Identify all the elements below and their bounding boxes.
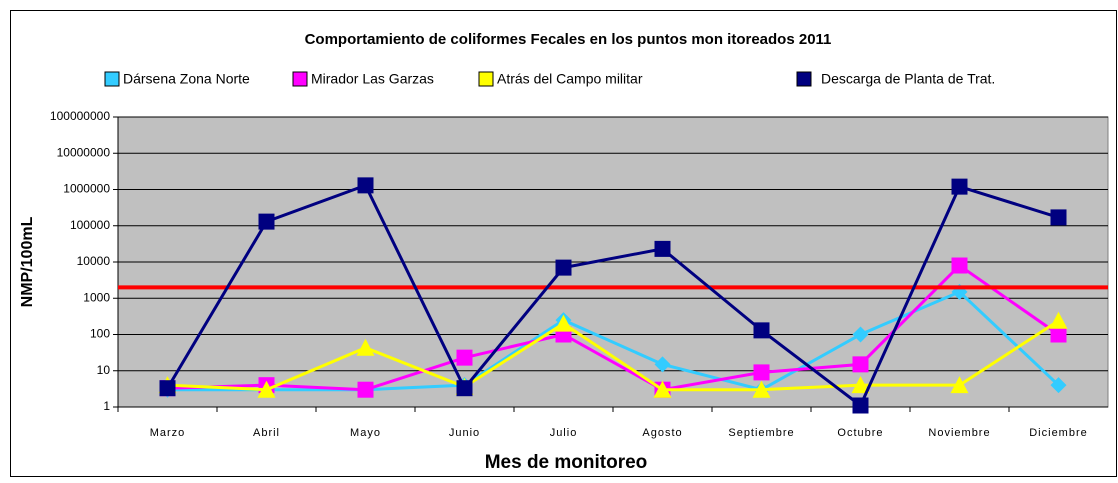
marker: [852, 326, 869, 343]
legend-label: Atrás del Campo militar: [497, 71, 643, 87]
y-tick-label: 1000000: [63, 182, 110, 196]
marker: [257, 380, 276, 398]
x-tick-label: Diciembre: [1029, 427, 1088, 439]
marker: [951, 257, 968, 274]
y-tick-label: 100: [90, 327, 110, 341]
x-tick-label: Mayo: [350, 427, 381, 439]
marker: [951, 178, 968, 195]
marker: [851, 376, 870, 394]
y-tick-label: 10000000: [57, 145, 111, 159]
legend-swatch: [796, 71, 812, 87]
x-tick-label: Octubre: [837, 427, 883, 439]
marker: [753, 364, 770, 381]
y-tick-label: 10: [97, 363, 111, 377]
marker: [356, 338, 375, 356]
legend-label: Dársena Zona Norte: [123, 71, 250, 87]
legend-swatch: [478, 71, 494, 87]
marker: [357, 381, 374, 398]
marker: [456, 349, 473, 366]
marker: [554, 314, 573, 332]
series-line: [167, 263, 1060, 392]
marker: [1050, 326, 1067, 343]
legend-label: Descarga de Planta de Trat.: [821, 71, 995, 87]
series-line: [166, 183, 1059, 408]
y-tick-label: 1000: [83, 290, 110, 304]
series-line: [167, 319, 1060, 392]
y-tick-label: 10000: [77, 254, 111, 268]
marker: [753, 322, 770, 339]
y-axis-label: NMP/100mL: [19, 216, 36, 307]
x-tick-label: Julio: [550, 427, 578, 439]
marker: [852, 356, 869, 373]
marker: [654, 356, 671, 373]
marker: [555, 259, 572, 276]
marker: [1049, 311, 1068, 329]
marker: [1050, 209, 1067, 226]
chart-title: Comportamiento de coliformes Fecales en …: [305, 31, 832, 48]
marker: [852, 397, 869, 414]
y-tick-label: 100000: [70, 218, 110, 232]
marker: [159, 380, 176, 397]
x-tick-label: Junio: [449, 427, 480, 439]
y-tick-label: 100000000: [50, 109, 110, 123]
legend-swatch: [104, 71, 120, 87]
x-tick-label: Abril: [253, 427, 280, 439]
marker: [752, 380, 771, 398]
marker: [950, 376, 969, 394]
x-tick-label: Agosto: [642, 427, 682, 439]
y-tick-label: 1: [103, 399, 110, 413]
marker: [357, 177, 374, 194]
marker: [654, 240, 671, 257]
marker: [653, 380, 672, 398]
marker: [1050, 377, 1067, 394]
marker: [456, 380, 473, 397]
x-tick-label: Noviembre: [928, 427, 990, 439]
x-axis-label: Mes de monitoreo: [485, 452, 648, 473]
x-tick-label: Septiembre: [728, 427, 794, 439]
legend-label: Mirador Las Garzas: [311, 71, 434, 87]
legend-swatch: [292, 71, 308, 87]
x-tick-label: Marzo: [150, 427, 186, 439]
marker: [258, 213, 275, 230]
